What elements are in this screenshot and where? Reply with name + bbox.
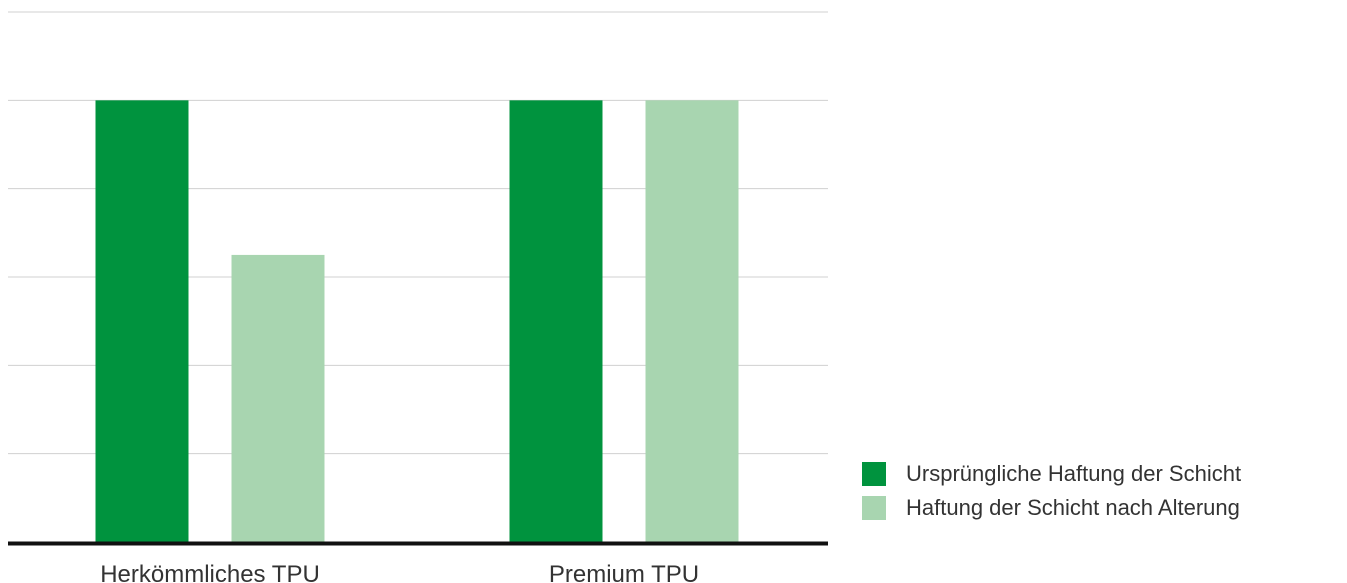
legend-label: Haftung der Schicht nach Alterung xyxy=(906,495,1240,520)
bars xyxy=(95,100,739,542)
legend: Ursprüngliche Haftung der Schicht Haftun… xyxy=(862,457,1241,525)
bar xyxy=(231,254,325,542)
legend-swatch xyxy=(862,462,886,486)
x-tick-label: Herkömmliches TPU xyxy=(100,561,320,583)
bar xyxy=(95,100,189,542)
legend-label: Ursprüngliche Haftung der Schicht xyxy=(906,461,1242,486)
x-tick-labels: Herkömmliches TPU Premium TPU xyxy=(100,561,699,583)
legend-item: Ursprüngliche Haftung der Schicht xyxy=(862,457,1241,491)
bar xyxy=(645,100,739,542)
legend-item: Haftung der Schicht nach Alterung xyxy=(862,491,1241,525)
bar xyxy=(509,100,603,542)
legend-swatch xyxy=(862,496,886,520)
x-tick-label: Premium TPU xyxy=(549,561,699,583)
